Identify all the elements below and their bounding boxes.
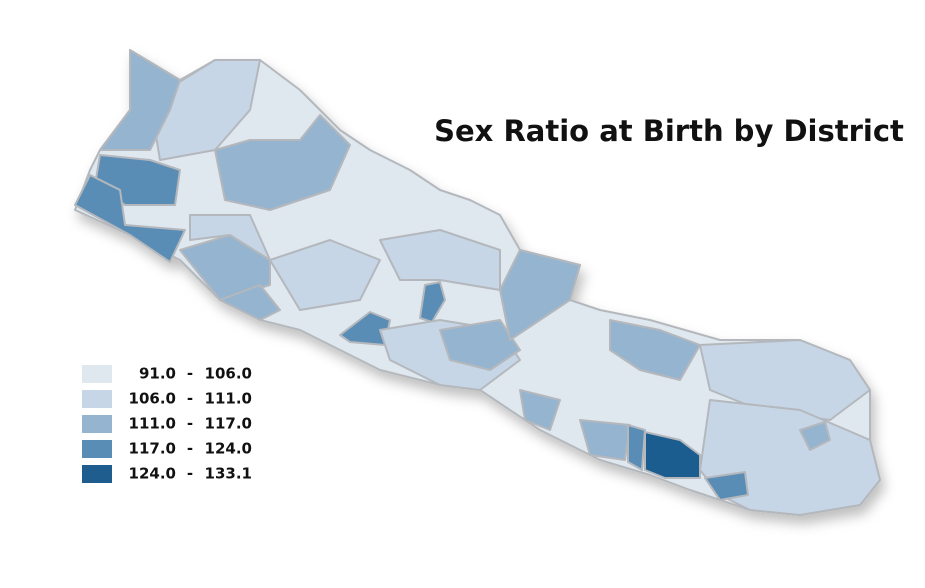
district (519, 389, 561, 431)
legend-max: 111.0 (205, 390, 252, 408)
district (627, 424, 646, 471)
legend-swatch (82, 390, 112, 408)
legend-swatch (82, 415, 112, 433)
legend-min: 91.0 (139, 365, 176, 383)
legend-min: 111.0 (129, 415, 176, 433)
legend-swatch (82, 365, 112, 383)
district (99, 49, 181, 151)
district (74, 174, 186, 263)
map-title: Sex Ratio at Birth by District (434, 114, 904, 148)
district (379, 229, 501, 291)
district (579, 419, 631, 461)
legend-min: 124.0 (129, 465, 176, 483)
legend-max: 133.1 (205, 465, 252, 483)
legend-separator: - (187, 390, 193, 408)
legend-separator: - (187, 465, 193, 483)
district (699, 339, 871, 421)
district-map (74, 49, 881, 516)
legend-separator: - (187, 365, 193, 383)
district (214, 114, 351, 211)
legend-separator: - (187, 415, 193, 433)
legend-max: 117.0 (205, 415, 252, 433)
district (439, 319, 521, 371)
district (704, 471, 749, 501)
district (269, 239, 381, 311)
legend-separator: - (187, 440, 193, 458)
legend-min: 106.0 (129, 390, 176, 408)
district (799, 421, 831, 451)
legend-swatch (82, 465, 112, 483)
district (219, 284, 281, 321)
legend-swatch (82, 440, 112, 458)
legend-min: 117.0 (129, 440, 176, 458)
legend: 91.0-106.0106.0-111.0111.0-117.0117.0-12… (82, 365, 252, 483)
district (179, 234, 271, 301)
district (419, 281, 446, 323)
district (644, 431, 701, 479)
district (189, 214, 271, 261)
legend-max: 124.0 (205, 440, 252, 458)
legend-max: 106.0 (205, 365, 252, 383)
district (609, 319, 701, 381)
